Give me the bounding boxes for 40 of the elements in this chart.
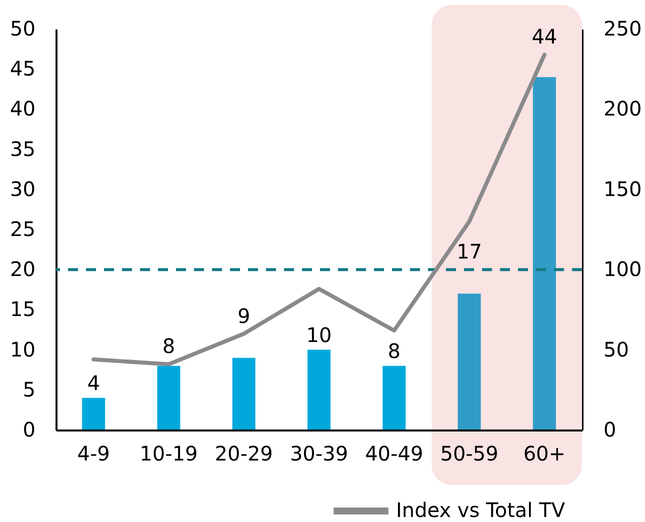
data-label: 8: [388, 338, 401, 363]
y2-tick-label: 200: [604, 96, 642, 121]
x-tick-label: 30-39: [290, 442, 348, 466]
legend-label: Index vs Total TV: [396, 498, 566, 522]
x-tick-label: 4-9: [77, 442, 110, 466]
y-tick-label: 30: [10, 176, 36, 201]
bar: [458, 294, 481, 430]
y-tick-label: 40: [10, 96, 36, 121]
y2-tick-label: 250: [604, 16, 642, 40]
data-label: 44: [532, 24, 558, 49]
data-label: 8: [162, 334, 176, 358]
data-label: 17: [456, 240, 482, 264]
y2-tick-label: 100: [604, 257, 642, 282]
y-tick-label: 45: [10, 56, 36, 81]
data-label: 10: [306, 322, 332, 347]
y-tick-label: 50: [10, 16, 36, 40]
y-tick-label: 20: [10, 257, 36, 282]
y-tick-label: 5: [22, 377, 36, 402]
line-series: [92, 52, 546, 366]
y-tick-label: 10: [10, 337, 36, 362]
bar: [232, 358, 256, 430]
bar: [532, 77, 556, 430]
data-label: 4: [87, 370, 100, 395]
x-tick-label: 50-59: [440, 442, 498, 466]
y2-tick-label: 150: [604, 176, 642, 201]
bar: [157, 366, 180, 430]
y2-tick-label: 50: [604, 337, 629, 362]
x-tick-label: 40-49: [365, 442, 424, 466]
data-label: 9: [237, 304, 250, 328]
y-tick-label: 0: [22, 418, 36, 442]
bar: [82, 398, 106, 430]
y2-tick-label: 0: [604, 418, 616, 442]
y-tick-label: 35: [10, 136, 36, 161]
bar: [382, 366, 406, 430]
x-tick-label: 60+: [523, 442, 566, 466]
x-tick-label: 20-29: [214, 442, 273, 466]
x-tick-label: 10-19: [140, 442, 198, 466]
bar: [308, 350, 330, 430]
y-tick-label: 25: [10, 217, 36, 241]
y-tick-label: 15: [10, 297, 36, 322]
